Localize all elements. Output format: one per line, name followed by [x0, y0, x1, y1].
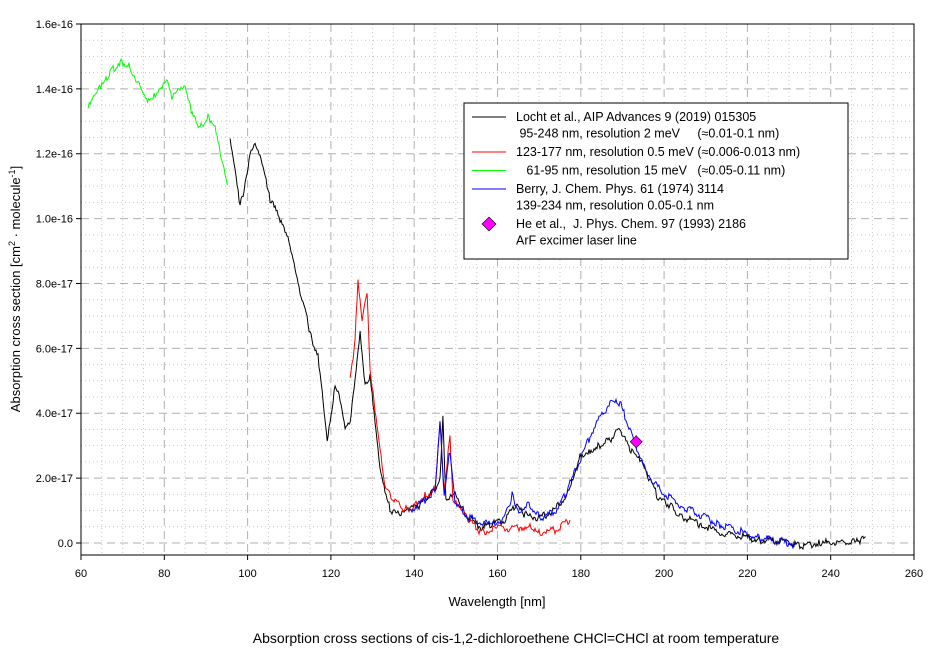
- x-tick-label: 160: [488, 568, 506, 580]
- y-tick-label: 1.0e-16: [36, 214, 73, 226]
- legend-entry-text: Berry, J. Chem. Phys. 61 (1974) 3114: [516, 182, 724, 196]
- x-tick-label: 180: [572, 568, 590, 580]
- x-tick-label: 140: [405, 568, 423, 580]
- y-tick-label: 8.0e-17: [36, 278, 73, 290]
- y-tick-label: 4.0e-17: [36, 408, 73, 420]
- chart-title: Absorption cross sections of cis-1,2-dic…: [253, 630, 780, 646]
- legend-entry-text: 139-234 nm, resolution 0.05-0.1 nm: [516, 199, 714, 213]
- legend-swatch-diamond: [481, 216, 497, 232]
- data-point-diamond: [629, 435, 643, 449]
- y-axis-label: Absorption cross section [cm2 · molecule…: [7, 166, 23, 412]
- x-tick-label: 80: [158, 568, 170, 580]
- y-tick-label: 0.0: [58, 538, 73, 550]
- x-tick-label: 60: [75, 568, 87, 580]
- y-tick-label: 1.4e-16: [36, 84, 73, 96]
- axes: 60 80 100 120 140 160 180 200 220 240 260 0.0 2.0e-1…: [36, 19, 923, 580]
- x-tick-label: 240: [822, 568, 840, 580]
- y-tick-label: 6.0e-17: [36, 343, 73, 355]
- legend-entry-text: He et al., J. Phys. Chem. 97 (1993) 2186: [516, 217, 746, 231]
- legend-box: [463, 102, 849, 260]
- x-tick-label: 200: [655, 568, 673, 580]
- y-tick-label: 1.6e-16: [36, 19, 73, 31]
- legend-entry-text: Locht et al., AIP Advances 9 (2019) 0153…: [516, 110, 756, 124]
- legend-entry-text: ArF excimer laser line: [516, 234, 637, 248]
- x-tick-label: 100: [238, 568, 256, 580]
- y-tick-label: 1.2e-16: [36, 149, 73, 161]
- series-line: [87, 57, 229, 186]
- series-line: [409, 397, 796, 550]
- x-tick-label: 220: [738, 568, 756, 580]
- legend-entry-text: 95-248 nm, resolution 2 meV (≈0.01-0.1 n…: [516, 127, 779, 141]
- legend-entry-text: 61-95 nm, resolution 15 meV (≈0.05-0.11 …: [516, 164, 785, 178]
- x-axis-label: Wavelength [nm]: [448, 594, 545, 609]
- x-tick-label: 120: [322, 568, 340, 580]
- legend-entry-text: 123-177 nm, resolution 0.5 meV (≈0.006-0…: [516, 145, 800, 159]
- series-line: [349, 279, 571, 537]
- y-tick-label: 2.0e-17: [36, 473, 73, 485]
- x-tick-label: 260: [905, 568, 923, 580]
- series-group: [87, 57, 866, 551]
- legend: Locht et al., AIP Advances 9 (2019) 0153…: [463, 102, 849, 260]
